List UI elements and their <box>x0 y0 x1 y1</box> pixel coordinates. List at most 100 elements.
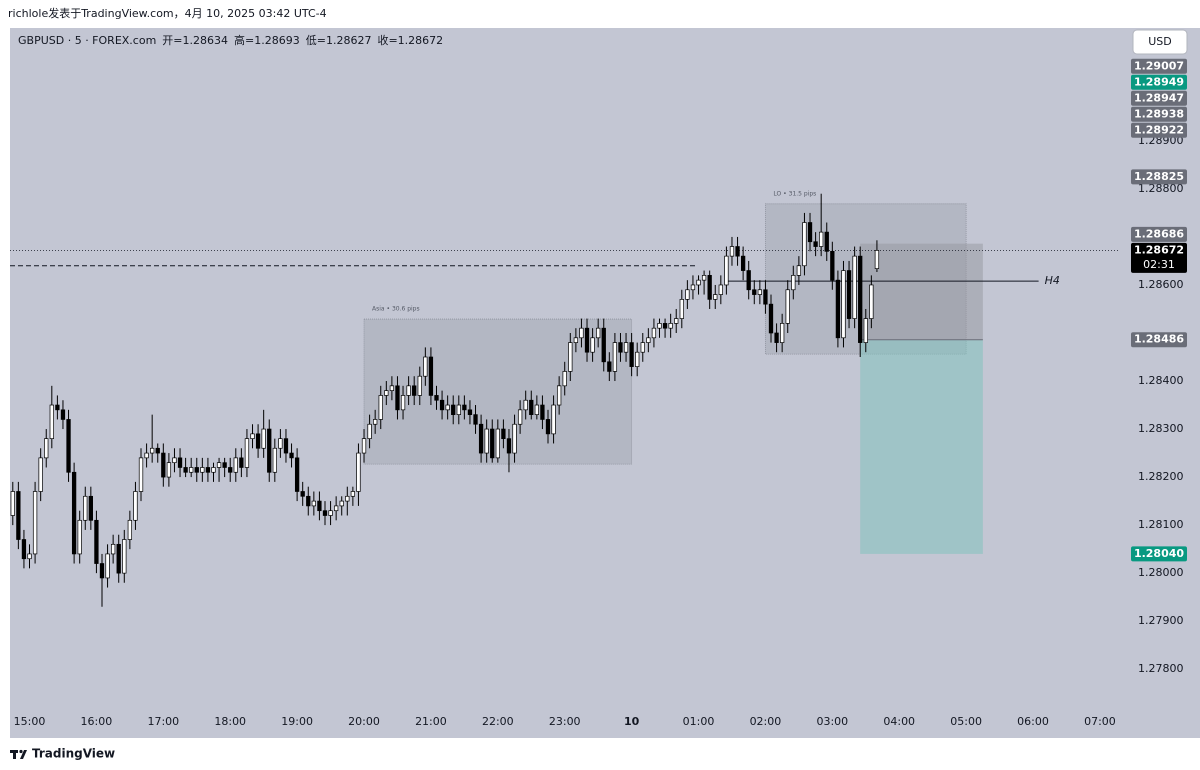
price-label-badge <box>1131 122 1187 138</box>
candle-body <box>71 471 77 555</box>
candle-body <box>568 342 573 372</box>
candle-body <box>172 457 177 464</box>
candle-body <box>194 467 199 473</box>
ohlc-value: 1.28627 <box>326 34 372 47</box>
candle-body <box>60 409 66 420</box>
candle-body <box>495 428 500 459</box>
candle-body <box>601 327 606 363</box>
candle-body <box>674 318 679 324</box>
chart-background <box>10 28 1200 738</box>
candle-body <box>579 327 584 339</box>
candle-body <box>779 323 785 343</box>
candle-body <box>685 289 690 300</box>
x-tick-label: 04:00 <box>883 715 915 728</box>
candle-body <box>830 250 835 281</box>
y-tick-label: 1.28800 <box>1138 182 1184 195</box>
price-label: 1.29007 <box>1134 59 1184 72</box>
candle-body <box>289 452 294 459</box>
candle-body <box>333 505 339 512</box>
candle-body <box>863 318 868 343</box>
candle-body <box>573 337 579 343</box>
candle-body <box>127 519 133 540</box>
y-tick-label: 1.28400 <box>1138 374 1184 387</box>
candle-body <box>757 289 762 295</box>
candle-body <box>612 342 618 372</box>
candle-body <box>752 289 757 295</box>
candle-body <box>77 519 82 555</box>
x-tick-label: 02:00 <box>750 715 782 728</box>
candle-body <box>205 467 211 473</box>
candle-body <box>445 404 450 411</box>
candle-body <box>646 337 651 343</box>
candle-body <box>384 390 389 396</box>
candle-body <box>484 428 489 454</box>
candle-body <box>211 467 216 473</box>
candle-body <box>32 491 38 555</box>
candle-body <box>200 467 205 473</box>
candle-body <box>478 423 484 454</box>
currency-button[interactable] <box>1132 29 1188 55</box>
x-tick-label: 05:00 <box>950 715 982 728</box>
candle-body <box>166 462 172 478</box>
price-label: 1.28922 <box>1134 123 1184 136</box>
candle-body <box>813 241 818 247</box>
candle-body <box>846 270 852 319</box>
candle-body <box>428 356 434 396</box>
candle-body <box>417 375 422 396</box>
ohlc-label: 低= <box>306 34 326 47</box>
candle-body <box>456 404 461 415</box>
candle-body <box>657 323 662 329</box>
price-label: 1.28040 <box>1134 547 1184 560</box>
session-box-label: LO • 31.5 pips <box>773 190 816 197</box>
candle-body <box>802 222 807 267</box>
candle-body <box>735 246 740 257</box>
candle-body <box>858 255 863 343</box>
price-label: 1.28825 <box>1134 170 1184 183</box>
candle-body <box>412 385 417 396</box>
price-label-badge <box>1131 58 1187 74</box>
candle-body <box>869 284 874 319</box>
x-tick-label: 16:00 <box>81 715 113 728</box>
candle-body <box>451 404 456 415</box>
candle-body <box>155 447 160 454</box>
price-label-badge <box>1131 242 1187 273</box>
candle-body <box>16 491 21 540</box>
candle-body <box>807 222 813 243</box>
candle-body <box>55 404 60 411</box>
candle-body <box>696 279 701 286</box>
candle-body <box>216 462 222 468</box>
candle-body <box>345 495 350 502</box>
candle-body <box>467 409 473 415</box>
price-label-badge <box>1131 226 1187 242</box>
price-label-badge <box>1131 546 1187 562</box>
candle-body <box>746 270 751 291</box>
candle-body <box>529 399 534 415</box>
candle-body <box>824 231 829 252</box>
x-tick-label: 21:00 <box>415 715 447 728</box>
candle-body <box>138 457 144 492</box>
candle-body <box>267 428 272 473</box>
level-line-label: H4 <box>1045 274 1060 287</box>
candle-body <box>239 457 244 468</box>
candle-body <box>562 371 567 387</box>
currency-button-label[interactable]: USD <box>1148 35 1172 48</box>
candle-body <box>551 404 556 435</box>
price-label: 1.28949 <box>1134 75 1184 88</box>
candle-body <box>523 399 528 411</box>
candle-body <box>852 255 857 319</box>
y-tick-label: 1.27900 <box>1138 614 1184 627</box>
candle-body <box>250 433 255 440</box>
candle-body <box>367 423 372 440</box>
candle-body <box>339 500 344 507</box>
candle-body <box>283 438 289 454</box>
candle-body <box>835 279 841 339</box>
candle-body <box>690 284 696 291</box>
candle-body <box>517 409 523 425</box>
candle-body <box>233 457 238 473</box>
candle-body <box>10 491 15 516</box>
candle-body <box>490 428 495 459</box>
candle-body <box>724 255 729 286</box>
ohlc-value: 1.28672 <box>398 34 444 47</box>
x-tick-label: 01:00 <box>683 715 715 728</box>
ohlc-label: 高= <box>234 33 254 47</box>
